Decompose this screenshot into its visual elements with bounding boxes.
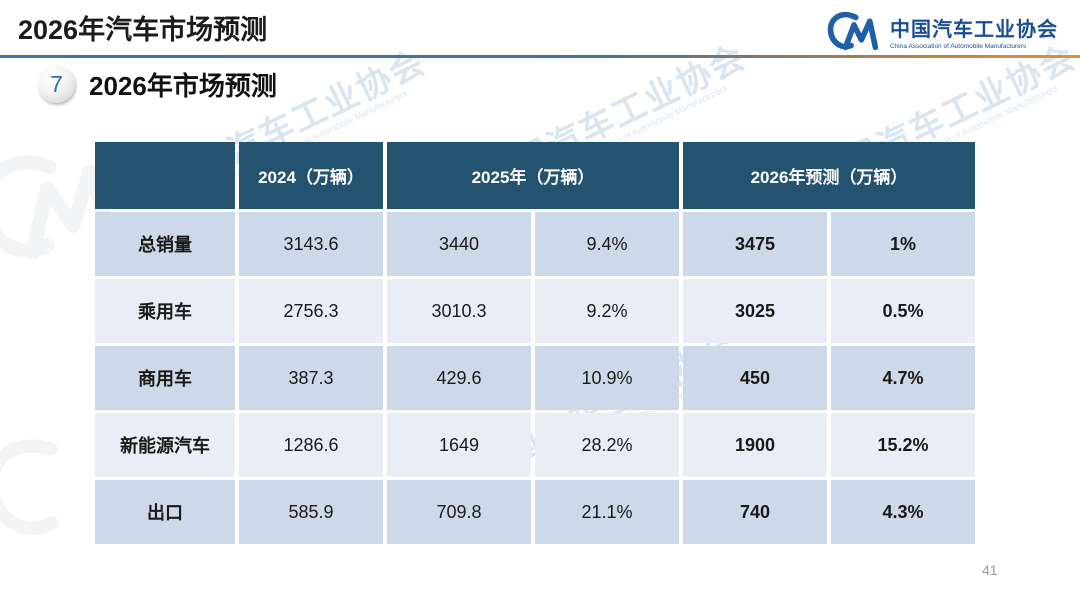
table-header-2026: 2026年预测（万辆） (683, 142, 975, 209)
table-header-2025: 2025年（万辆） (387, 142, 679, 209)
header-bar: 2026年汽车市场预测 中国汽车工业协会 China Association o… (0, 0, 1080, 57)
value-2024: 387.3 (239, 346, 383, 410)
table-row: 乘用车 2756.3 3010.3 9.2% 3025 0.5% (95, 279, 975, 343)
growth-2026: 4.3% (831, 480, 975, 544)
growth-2026: 4.7% (831, 346, 975, 410)
row-label: 出口 (95, 480, 235, 544)
value-2025: 709.8 (387, 480, 531, 544)
caam-logo: 中国汽车工业协会 China Association of Automobile… (824, 10, 1058, 52)
value-2024: 2756.3 (239, 279, 383, 343)
page-title: 2026年汽车市场预测 (18, 15, 268, 45)
growth-2025: 10.9% (535, 346, 679, 410)
value-2024: 1286.6 (239, 413, 383, 477)
value-2026: 3025 (683, 279, 827, 343)
caam-logo-text: 中国汽车工业协会 China Association of Automobile… (890, 13, 1058, 50)
forecast-table: 2024（万辆） 2025年（万辆） 2026年预测（万辆） 总销量 3143.… (91, 139, 979, 547)
table-row: 商用车 387.3 429.6 10.9% 450 4.7% (95, 346, 975, 410)
value-2026: 1900 (683, 413, 827, 477)
header-divider (0, 55, 1080, 58)
caam-logo-icon (827, 11, 879, 51)
value-2025: 1649 (387, 413, 531, 477)
row-label: 乘用车 (95, 279, 235, 343)
table-row: 新能源汽车 1286.6 1649 28.2% 1900 15.2% (95, 413, 975, 477)
value-2025: 3010.3 (387, 279, 531, 343)
table-header-2024: 2024（万辆） (239, 142, 383, 209)
table-header-row: 2024（万辆） 2025年（万辆） 2026年预测（万辆） (95, 142, 975, 209)
section-heading: 2026年市场预测 (89, 71, 277, 101)
growth-2025: 28.2% (535, 413, 679, 477)
growth-2026: 1% (831, 212, 975, 276)
table-header-corner (95, 142, 235, 209)
section-heading-row: 7 2026年市场预测 (38, 66, 277, 103)
table-row: 总销量 3143.6 3440 9.4% 3475 1% (95, 212, 975, 276)
row-label: 总销量 (95, 212, 235, 276)
growth-2026: 0.5% (831, 279, 975, 343)
growth-2025: 9.4% (535, 212, 679, 276)
page-number: 41 (982, 562, 998, 578)
table-row: 出口 585.9 709.8 21.1% 740 4.3% (95, 480, 975, 544)
row-label: 商用车 (95, 346, 235, 410)
value-2024: 585.9 (239, 480, 383, 544)
value-2026: 450 (683, 346, 827, 410)
value-2025: 429.6 (387, 346, 531, 410)
value-2024: 3143.6 (239, 212, 383, 276)
value-2026: 3475 (683, 212, 827, 276)
caam-logo-name-cn: 中国汽车工业协会 (890, 18, 1058, 41)
caam-logo-name-en: China Association of Automobile Manufact… (890, 42, 1027, 50)
value-2025: 3440 (387, 212, 531, 276)
value-2026: 740 (683, 480, 827, 544)
growth-2025: 21.1% (535, 480, 679, 544)
row-label: 新能源汽车 (95, 413, 235, 477)
growth-2025: 9.2% (535, 279, 679, 343)
section-number-badge: 7 (38, 66, 75, 103)
growth-2026: 15.2% (831, 413, 975, 477)
